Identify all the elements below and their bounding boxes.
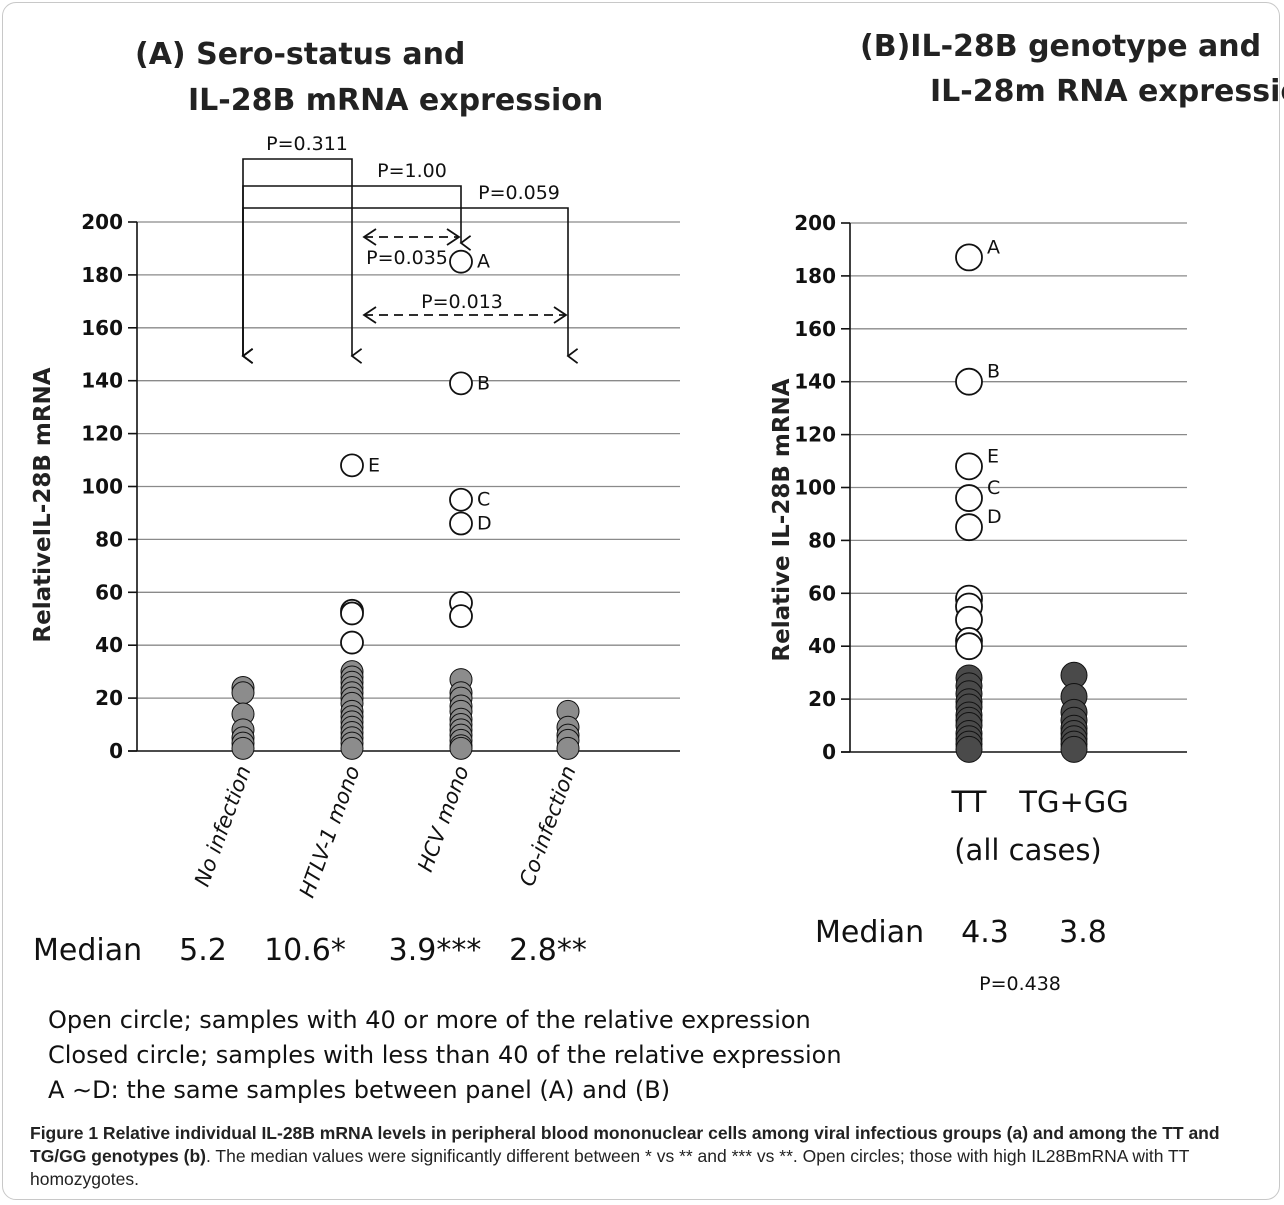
panel-b-point-label: E <box>987 445 999 467</box>
panel-a-median-label: Median <box>33 933 142 968</box>
panel-a-open-circle-point <box>449 249 473 274</box>
panel-b-category-label: TT <box>951 785 987 819</box>
legend-closed-circle: Closed circle; samples with less than 40… <box>48 1041 842 1069</box>
caption-bold: Figure 1 Relative individual IL-28B mRNA… <box>30 1123 1220 1166</box>
panel-b-median-value: 3.8 <box>1059 915 1107 950</box>
panel-a-open-circle-point <box>449 511 473 536</box>
panel-a-y-tick-label: 20 <box>95 686 123 710</box>
panel-a-category-label: HCV mono <box>413 763 474 875</box>
panel-a-open-circle-point <box>340 453 364 478</box>
panel-a-y-tick-label: 180 <box>81 263 123 287</box>
panel-a-point-label: D <box>477 513 492 535</box>
panel-a-point-label: B <box>477 372 490 394</box>
figure-caption: Figure 1 Relative individual IL-28B mRNA… <box>30 1122 1266 1191</box>
panel-b-y-tick-label: 40 <box>808 634 836 658</box>
panel-a-open-circle-point <box>449 487 473 512</box>
panel-b-open-circle-point <box>955 513 983 542</box>
panel-b-open-circle-point <box>955 367 983 396</box>
panel-a-y-tick-label: 200 <box>81 210 123 234</box>
panel-a-closed-circle-point <box>231 681 255 705</box>
panel-b-title-line1: (B)IL-28B genotype and <box>860 29 1261 64</box>
panel-a-y-tick-label: 100 <box>81 475 123 499</box>
panel-a-y-tick-label: 80 <box>95 527 123 551</box>
panel-b-closed-circle-point <box>955 735 983 763</box>
panel-b-y-axis-label: Relative IL-28B mRNA <box>769 378 795 661</box>
panel-a-median-value: 10.6* <box>264 933 346 968</box>
comparison-arrow-left <box>362 306 377 324</box>
panel-b-y-tick-label: 160 <box>794 317 836 341</box>
panel-b-y-tick-label: 140 <box>794 370 836 394</box>
panel-a-y-tick-label: 160 <box>81 316 123 340</box>
comparison-arrow-right <box>446 228 461 246</box>
panel-a-title-line2: IL-28B mRNA expression <box>188 83 603 118</box>
panel-b-title-line2: IL-28m RNA expression <box>930 74 1284 109</box>
panel-a-closed-circle-point <box>231 736 255 760</box>
panel-a-category-label: No infection <box>190 763 256 890</box>
panel-a-y-tick-label: 60 <box>95 580 123 604</box>
panel-b-point-label: B <box>987 361 1000 383</box>
panel-b-p-value: P=0.438 <box>979 973 1061 995</box>
panel-b-y-tick-label: 80 <box>808 528 836 552</box>
panel-b-y-tick-label: 200 <box>794 211 836 235</box>
comparison-p-value: P=0.013 <box>421 291 503 313</box>
panel-b-y-tick-label: 60 <box>808 581 836 605</box>
comparison-p-value: P=0.059 <box>478 182 560 204</box>
panel-a-y-tick-label: 40 <box>95 633 123 657</box>
legend-same-samples: A ∼D: the same samples between panel (A)… <box>48 1076 671 1104</box>
panel-a-median-value: 5.2 <box>179 933 227 968</box>
panel-b-y-tick-label: 180 <box>794 264 836 288</box>
panel-a-category-label: Co-infection <box>515 763 581 890</box>
panel-a-y-tick-label: 120 <box>81 422 123 446</box>
comparison-p-value: P=1.00 <box>377 160 447 182</box>
comparison-p-value: P=0.035 <box>366 247 448 269</box>
panel-b-open-circle-point <box>955 484 983 512</box>
panel-a-point-label: C <box>477 489 490 511</box>
panel-b-median-value: 4.3 <box>961 915 1009 950</box>
panel-b-closed-circle-point <box>1060 735 1088 763</box>
legend-open-circle: Open circle; samples with 40 or more of … <box>48 1006 811 1034</box>
comparison-bracket <box>241 158 363 364</box>
panel-a-open-circle-point <box>449 371 473 396</box>
panel-a-y-tick-label: 0 <box>109 739 123 763</box>
comparison-p-value: P=0.311 <box>266 133 348 155</box>
comparison-bracket <box>241 207 579 364</box>
panel-b-point-label: C <box>987 477 1000 499</box>
panel-a-plot: 0 20 40 60 80 100 120 140 160 180 200 No infection H… <box>81 133 680 901</box>
panel-b-y-tick-label: 100 <box>794 476 836 500</box>
panel-a-median-value: 3.9*** <box>389 933 482 968</box>
panel-b-plot: 0 20 40 60 80 100 120 140 160 180 200 TT TG+GG A B ECD <box>794 211 1187 819</box>
panel-a-open-circle-point <box>449 604 473 629</box>
comparison-arrow-right <box>553 306 568 324</box>
comparison-arrow-left <box>362 228 377 246</box>
panel-a-open-circle-point <box>340 630 364 655</box>
panel-a-closed-circle-point <box>556 736 580 760</box>
panel-b-open-circle-point <box>955 632 983 661</box>
panel-b-open-circle-point <box>955 452 983 481</box>
caption-text: . The median values were significantly d… <box>30 1146 1190 1189</box>
panel-a-title-line1: (A) Sero-status and <box>135 37 465 72</box>
panel-b-open-circle-point <box>955 243 983 272</box>
panel-b-point-label: D <box>987 506 1002 528</box>
panel-a-open-circle-point <box>340 601 364 626</box>
panel-b-y-tick-label: 120 <box>794 423 836 447</box>
panel-a-category-label: HTLV-1 mono <box>295 763 365 901</box>
panel-b-y-tick-label: 0 <box>822 740 836 764</box>
panel-a-y-tick-label: 140 <box>81 369 123 393</box>
panel-a-closed-circle-point <box>340 736 364 760</box>
panel-a-point-label: E <box>368 454 380 476</box>
panel-b-point-label: A <box>987 236 1000 258</box>
panel-a-closed-circle-point <box>449 736 473 760</box>
panel-a-median-value: 2.8** <box>509 933 587 968</box>
panel-b-category-sublabel: (all cases) <box>954 833 1102 867</box>
panel-a-point-label: A <box>477 251 490 273</box>
panel-a-y-axis-label: RelativeIL-28B mRNA <box>30 367 56 642</box>
panel-b-y-tick-label: 20 <box>808 687 836 711</box>
panel-b-median-label: Median <box>815 915 924 950</box>
panel-b-category-label: TG+GG <box>1018 785 1128 819</box>
